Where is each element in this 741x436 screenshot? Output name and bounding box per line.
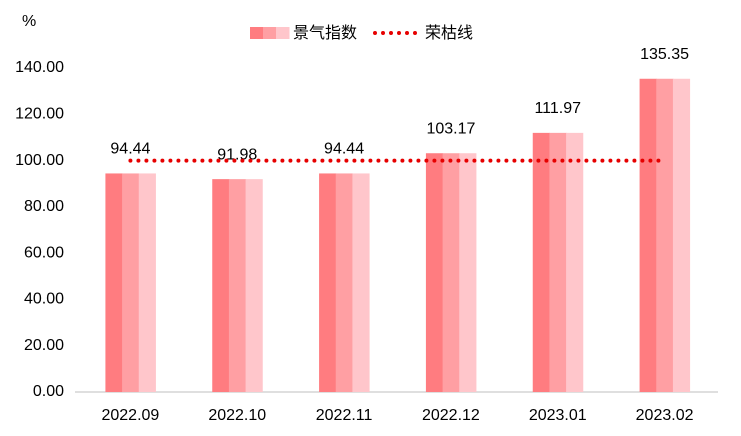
bar-stripe xyxy=(228,179,247,392)
bar xyxy=(639,78,691,393)
bar xyxy=(212,179,263,392)
bar-stripe xyxy=(352,173,370,392)
legend-label: 景气指数 xyxy=(293,24,357,42)
data-label: 103.17 xyxy=(426,120,475,137)
legend-swatch xyxy=(263,27,277,39)
y-axis-label: % xyxy=(22,13,36,30)
bar-stripe xyxy=(425,153,444,392)
bar-stripe xyxy=(138,173,156,392)
data-label: 94.44 xyxy=(110,141,150,158)
bar-stripe xyxy=(549,132,567,392)
bar-stripe xyxy=(442,153,460,392)
legend-swatch xyxy=(276,27,290,39)
y-tick-label: 80.00 xyxy=(24,198,64,215)
bar-stripe xyxy=(319,173,337,392)
data-label: 94.44 xyxy=(324,141,364,158)
bar-stripe xyxy=(639,78,657,393)
y-tick-label: 0.00 xyxy=(33,383,64,400)
y-tick-label: 140.00 xyxy=(15,59,64,76)
bar-stripe xyxy=(335,173,353,392)
y-tick-label: 60.00 xyxy=(24,244,64,261)
data-label: 111.97 xyxy=(534,100,581,117)
bar-stripe xyxy=(656,78,674,393)
legend-label: 荣枯线 xyxy=(425,24,473,42)
y-tick-label: 100.00 xyxy=(15,152,64,169)
legend-swatch xyxy=(250,27,264,39)
bar-stripe xyxy=(245,179,263,392)
x-tick-label: 2022.12 xyxy=(422,407,480,424)
x-tick-label: 2022.09 xyxy=(101,407,159,424)
bar-stripe xyxy=(672,78,691,393)
bar-stripe xyxy=(532,132,550,392)
x-tick-label: 2023.02 xyxy=(636,407,694,424)
bar-stripe xyxy=(459,153,477,392)
data-label: 135.35 xyxy=(640,46,689,63)
bar xyxy=(319,173,370,392)
bar xyxy=(425,153,477,392)
x-tick-label: 2022.11 xyxy=(316,407,373,424)
bar-stripe xyxy=(566,132,584,392)
bar-stripe xyxy=(122,173,140,392)
bar-stripe xyxy=(105,173,123,392)
y-tick-label: 120.00 xyxy=(15,106,64,123)
bar xyxy=(105,173,156,392)
x-tick-label: 2023.01 xyxy=(529,407,587,424)
bar-stripe xyxy=(212,179,230,392)
y-tick-label: 40.00 xyxy=(24,291,64,308)
bar xyxy=(532,132,584,392)
y-tick-label: 20.00 xyxy=(24,337,64,354)
x-tick-label: 2022.10 xyxy=(208,407,266,424)
